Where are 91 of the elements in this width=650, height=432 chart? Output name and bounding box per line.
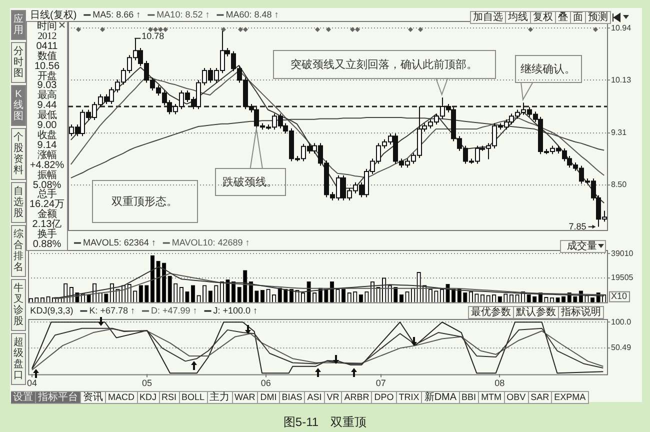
text: 设置 bbox=[11, 391, 36, 404]
legend-label: MAVOL10: 42689 ↑ bbox=[172, 237, 250, 248]
annotation: 加自选 bbox=[470, 11, 506, 24]
text: 新DMA bbox=[422, 391, 460, 404]
text: BBI bbox=[460, 391, 480, 404]
text: 涨幅 bbox=[36, 150, 58, 161]
text: 自选股 bbox=[11, 182, 26, 223]
legend-label: MA5: 8.66 ↑ bbox=[92, 9, 141, 20]
text: +4.82% bbox=[28, 160, 66, 171]
text: 数值 bbox=[36, 50, 58, 62]
text: BOLL bbox=[180, 391, 208, 404]
text: 最低 bbox=[36, 110, 58, 122]
text: 默认参数 bbox=[513, 306, 559, 319]
text: X10 bbox=[611, 291, 628, 302]
y-tick-label: 9.31 bbox=[611, 128, 628, 138]
annotation: 面 bbox=[571, 11, 586, 24]
text: K线图 bbox=[11, 85, 26, 126]
y-tick-label: 100.0 bbox=[611, 317, 632, 326]
y-tick-label: 39010 bbox=[611, 248, 634, 258]
text: BIAS bbox=[280, 391, 306, 404]
annotation: 预测 bbox=[586, 11, 611, 24]
legend-label: J: +100.0 ↑ bbox=[213, 305, 258, 316]
x-tick-label: 06 bbox=[260, 378, 271, 388]
text: WAR bbox=[232, 391, 258, 404]
text: 收盘 bbox=[36, 130, 58, 141]
text: 超级盘口 bbox=[11, 333, 26, 385]
caption: 图5-11 双重顶 bbox=[282, 414, 368, 431]
text: 总手 bbox=[37, 189, 57, 200]
text: ARBR bbox=[342, 391, 372, 404]
annotation: 叠 bbox=[556, 11, 571, 24]
text: 个股资料 bbox=[11, 128, 26, 180]
text: 牛叉诊股 bbox=[11, 279, 26, 331]
text: 0411 bbox=[35, 40, 59, 52]
legend-label: K: +67.78 ↑ bbox=[89, 305, 135, 316]
text: RSI bbox=[160, 391, 180, 404]
text: 综合排名 bbox=[11, 225, 26, 277]
text: 振幅 bbox=[37, 170, 57, 181]
x-tick-label: 04 bbox=[27, 378, 38, 388]
text: 9.03 bbox=[36, 80, 57, 92]
y-tick-label: 10.94 bbox=[611, 23, 632, 32]
text: 指标说明 bbox=[558, 306, 604, 319]
text: MACD bbox=[106, 391, 138, 404]
annotation: 继续确认。 bbox=[520, 62, 576, 76]
annotation: 突破颈线又立刻回落，确认此前顶部。 bbox=[290, 58, 478, 72]
text: MTM bbox=[479, 391, 505, 404]
text: 指标平台 bbox=[36, 391, 81, 404]
text: 分时图 bbox=[11, 42, 26, 83]
text: 2012 bbox=[36, 30, 58, 42]
text: OBV bbox=[504, 391, 529, 404]
text: KDJ bbox=[138, 391, 160, 404]
legend-label: MAVOL5: 62364 ↑ bbox=[83, 237, 156, 248]
text: DMI bbox=[258, 391, 280, 404]
text: 主力 bbox=[208, 391, 233, 404]
text: 9.14 bbox=[36, 140, 58, 151]
text: 换手 bbox=[37, 229, 57, 240]
text: 10.56 bbox=[33, 60, 61, 72]
text: ASI bbox=[305, 391, 325, 404]
text: 5.08% bbox=[32, 180, 62, 190]
text: TRIX bbox=[396, 391, 422, 404]
annotation: 复权 bbox=[531, 11, 556, 24]
annotation: 跌破颈线。 bbox=[222, 176, 278, 189]
annotation: 双重顶形态。 bbox=[112, 195, 178, 208]
x-tick-label: 07 bbox=[376, 378, 386, 388]
y-tick-label: 8.50 bbox=[611, 180, 628, 190]
x-tick-label: 05 bbox=[142, 378, 152, 388]
text: 金额 bbox=[37, 209, 57, 220]
annotation: 10.78 bbox=[142, 30, 164, 41]
text: 9.44 bbox=[36, 100, 58, 112]
text: VR bbox=[324, 391, 342, 404]
x-tick-label: 08 bbox=[494, 378, 505, 388]
legend-label: MA60: 8.48 ↑ bbox=[226, 9, 279, 20]
annotation: 0.88% bbox=[32, 238, 62, 250]
text: SAR bbox=[528, 391, 552, 404]
annotation: 7.85 bbox=[568, 221, 586, 232]
text: 最高 bbox=[36, 90, 58, 102]
text: DPO bbox=[372, 391, 397, 404]
text: EXPMA bbox=[552, 391, 589, 404]
legend-label: MA10: 8.52 ↑ bbox=[156, 9, 210, 20]
text: 时间 bbox=[36, 21, 58, 32]
legend-title: KDJ(9,3,3) bbox=[30, 305, 74, 316]
annotation: 均线 bbox=[506, 11, 531, 24]
text: 9.00 bbox=[36, 120, 58, 132]
legend-label: D: +47.99 ↑ bbox=[150, 305, 198, 316]
text: 应用 bbox=[11, 10, 26, 40]
y-tick-label: 10.13 bbox=[611, 75, 632, 84]
text: 最优参数 bbox=[468, 306, 514, 319]
y-tick-label: 19505 bbox=[611, 273, 634, 282]
annotation: 成交量 bbox=[560, 240, 606, 253]
y-tick-label: 50.49 bbox=[611, 343, 632, 352]
text: 开盘 bbox=[37, 70, 58, 82]
text: 资讯 bbox=[81, 391, 106, 404]
